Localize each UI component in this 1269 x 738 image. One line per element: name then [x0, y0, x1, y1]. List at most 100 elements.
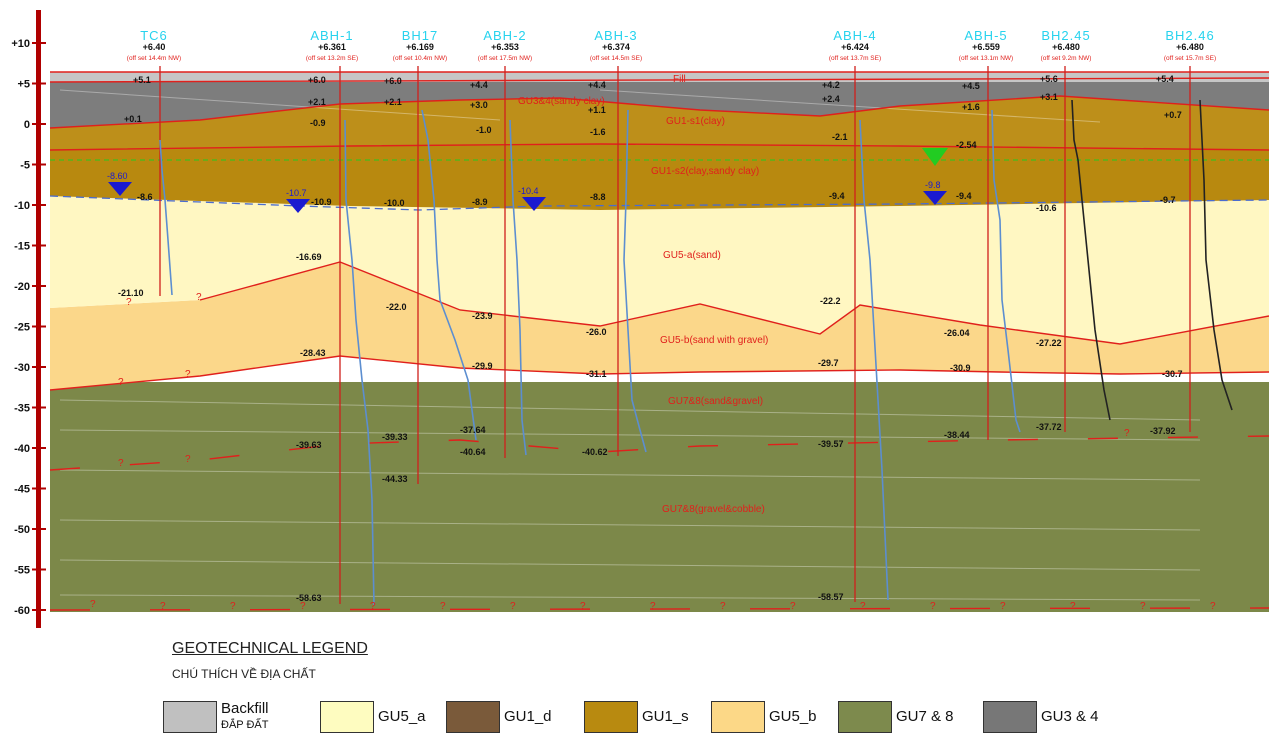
tick-label: -40 [14, 443, 30, 455]
uncertain-mark: ? [1070, 601, 1076, 612]
borehole-offset: (off set 15.7m SE) [1164, 55, 1216, 62]
borehole-offset: (off set 17.5m NW) [478, 55, 532, 62]
uncertain-mark: ? [720, 601, 726, 612]
depth-label: +5.1 [133, 75, 151, 85]
tick-label: -10 [14, 200, 30, 212]
depth-label: -2.54 [956, 140, 977, 150]
depth-label: -21.10 [118, 288, 144, 298]
legend-label: GU1_d [504, 709, 552, 725]
layer-gu5a [50, 196, 1269, 344]
borehole-lines [159, 66, 1191, 604]
soil-layers [50, 72, 1269, 612]
depth-label: -37.64 [460, 425, 486, 435]
borehole-header-bh-abh2: ABH-2+6.353 (off set 17.5m NW) [478, 28, 532, 62]
borehole-elevation: +6.374 [602, 42, 630, 52]
legend-item: GU1_s [584, 698, 689, 736]
depth-label: -58.63 [296, 593, 322, 603]
borehole-offset: (off set 13.7m SE) [829, 55, 881, 62]
label-gu1s2: GU1-s2(clay,sandy clay) [651, 166, 759, 177]
legend-label: GU3 & 4 [1041, 709, 1099, 725]
legend-label-text: GU7 & 8 [896, 708, 954, 725]
layer-labels: Fill GU3&4(sandy clay) GU1-s1(clay) GU1-… [518, 74, 768, 515]
depth-label: -1.0 [476, 125, 492, 135]
depth-label: -22.0 [386, 302, 407, 312]
uncertain-mark: ? [160, 601, 166, 612]
legend-label-text: GU5_a [378, 708, 426, 725]
uncertain-mark: ? [1140, 601, 1146, 612]
tick-label: -15 [14, 241, 30, 253]
legend-item: GU3 & 4 [983, 698, 1099, 736]
depth-label: -26.04 [944, 328, 970, 338]
layer-fill [50, 72, 1269, 82]
water-level-abh5: -9.8 [925, 180, 941, 190]
uncertain-mark: ? [196, 292, 202, 303]
borehole-name: ABH-2 [483, 28, 526, 43]
uncertain-mark: ? [510, 601, 516, 612]
borehole-header-bh-tc6: TC6+6.40 (off set 14.4m NW) [127, 28, 181, 62]
legend-label-text: GU1_s [642, 708, 689, 725]
legend-swatch [163, 701, 217, 733]
water-level-abh1: -10.7 [286, 188, 307, 198]
legend-label: GU7 & 8 [896, 709, 954, 725]
water-marker-abh5: -9.8 [923, 180, 947, 205]
uncertain-mark: ? [90, 599, 96, 610]
legend-label-sub: ĐẮP ĐẤT [221, 719, 269, 731]
depth-label: -40.62 [582, 447, 608, 457]
legend-label-text: GU3 & 4 [1041, 708, 1099, 725]
uncertain-mark: ? [1210, 601, 1216, 612]
tick-label: -55 [14, 565, 30, 577]
depth-label: -27.22 [1036, 338, 1062, 348]
uncertain-boundary-marks: ???????????????????????? [90, 292, 1216, 612]
depth-label: -30.7 [1162, 369, 1183, 379]
tick-label: -35 [14, 403, 30, 415]
depth-label: +0.1 [124, 114, 142, 124]
legend-label-text: GU5_b [769, 708, 817, 725]
uncertain-mark: ? [300, 601, 306, 612]
tick-label: -30 [14, 362, 30, 374]
legend-label-text: Backfill [221, 700, 269, 717]
depth-label: -9.4 [956, 191, 972, 201]
tick-label: -50 [14, 524, 30, 536]
depth-label: +5.6 [1040, 74, 1058, 84]
depth-label: -22.2 [820, 296, 841, 306]
depth-label: +6.0 [308, 75, 326, 85]
depth-label: -23.9 [472, 311, 493, 321]
elevation-ticks: +10 +5 0 -5 -10 -15 -20 -25 -30 -35 -40 -45 -50 -55 -6… [11, 38, 46, 617]
depth-label: +0.7 [1164, 110, 1182, 120]
borehole-offset: (off set 14.4m NW) [127, 55, 181, 62]
borehole-offset: (off set 14.5m SE) [590, 55, 642, 62]
borehole-elevation: +6.353 [491, 42, 519, 52]
depth-label: +2.1 [308, 97, 326, 107]
layer-gu1s2 [50, 144, 1269, 210]
borehole-header-bh-abh3: ABH-3+6.374 (off set 14.5m SE) [590, 28, 642, 62]
uncertain-mark: ? [126, 297, 132, 308]
water-marker-tc6: -8.60 [107, 171, 132, 196]
borehole-elevation: +6.424 [841, 42, 869, 52]
depth-label: -8.9 [472, 197, 488, 207]
depth-label: -10.6 [1036, 203, 1057, 213]
legend-swatch [983, 701, 1037, 733]
depth-label: +2.1 [384, 97, 402, 107]
borehole-offset: (off set 13.1m NW) [959, 55, 1013, 62]
depth-label: -29.9 [472, 361, 493, 371]
green-marker [922, 148, 948, 166]
uncertain-mark: ? [860, 601, 866, 612]
depth-label: -10.0 [384, 198, 405, 208]
water-marker-abh2: -10.4 [518, 186, 546, 211]
depth-label: -37.92 [1150, 426, 1176, 436]
uncertain-mark: ? [440, 601, 446, 612]
depth-label: +6.0 [384, 76, 402, 86]
tick-label: -20 [14, 281, 30, 293]
elevation-axis [36, 10, 41, 628]
water-level-abh2: -10.4 [518, 186, 539, 196]
depth-label: +4.4 [470, 80, 488, 90]
tick-label: -25 [14, 322, 30, 334]
borehole-elevation: +6.169 [406, 42, 434, 52]
label-gu5a: GU5-a(sand) [663, 250, 721, 261]
borehole-name: ABH-3 [594, 28, 637, 43]
label-fill: Fill [673, 74, 686, 85]
tick-label: -5 [20, 160, 30, 172]
uncertain-mark: ? [930, 601, 936, 612]
legend-label: Backfill ĐẮP ĐẤT [221, 701, 269, 733]
legend-title: GEOTECHNICAL LEGEND [172, 640, 368, 657]
